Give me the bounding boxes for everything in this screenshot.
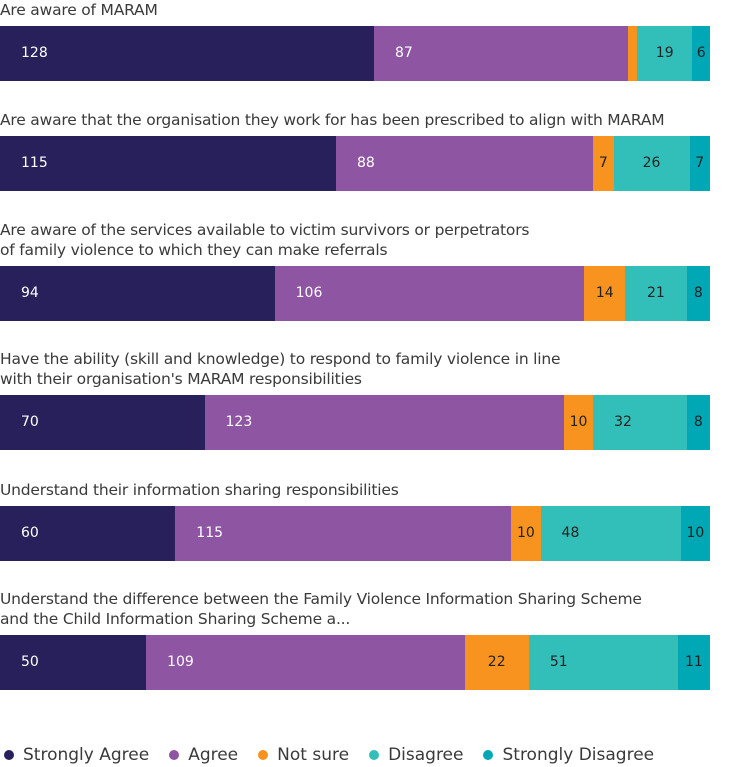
legend-label: Strongly Disagree xyxy=(502,745,655,765)
category-label: Are aware of MARAM xyxy=(0,1,158,19)
legend-dot-icon xyxy=(369,750,380,760)
chart-row: Are aware of the services available to v… xyxy=(0,220,747,321)
bar-segment-disagree: 21 xyxy=(625,266,687,321)
bar-segment-agree: 123 xyxy=(204,395,564,450)
bar-segment-strongly-agree: 115 xyxy=(0,136,336,191)
data-label: 109 xyxy=(167,654,194,670)
data-label: 51 xyxy=(549,654,568,670)
data-label: 8 xyxy=(693,414,703,430)
bar-segment-not-sure xyxy=(628,26,637,81)
chart-row: Have the ability (skill and knowledge) t… xyxy=(0,349,747,450)
legend: Strongly Agree Agree Not sure Disagree Stron… xyxy=(4,745,654,765)
data-label: 123 xyxy=(225,414,253,430)
data-label: 50 xyxy=(21,654,39,670)
legend-item[interactable]: Strongly Agree xyxy=(4,745,149,765)
data-label: 6 xyxy=(696,45,706,61)
legend-label: Agree xyxy=(188,745,239,765)
data-label: 10 xyxy=(686,525,705,541)
legend-item[interactable]: Disagree xyxy=(369,745,463,765)
legend-dot-icon xyxy=(483,750,494,760)
legend-dot-icon xyxy=(258,750,269,760)
legend-item[interactable]: Not sure xyxy=(258,745,349,765)
data-label: 10 xyxy=(517,525,535,541)
bar-segment-strongly-agree: 60 xyxy=(0,506,176,561)
bar-segment-strongly-agree: 94 xyxy=(0,266,275,321)
bar-segment-strongly-disagree: 11 xyxy=(677,635,710,690)
stacked-bar: 115 88 7 26 7 xyxy=(0,136,710,191)
legend-label: Not sure xyxy=(277,745,350,765)
bar-segment-strongly-agree: 50 xyxy=(0,635,147,690)
data-label: 7 xyxy=(695,155,705,171)
bar-segment-agree: 115 xyxy=(175,506,512,561)
bar-segment-not-sure: 10 xyxy=(563,395,594,450)
data-label: 11 xyxy=(685,654,703,670)
stacked-bar: 94 106 14 21 8 xyxy=(0,266,710,321)
bar-segment-disagree: 26 xyxy=(613,136,690,191)
bar-segment-strongly-disagree: 8 xyxy=(686,266,710,321)
bar-segment-strongly-disagree: 6 xyxy=(692,26,710,81)
data-label: 94 xyxy=(21,285,39,301)
bar-segment-agree: 106 xyxy=(274,266,585,321)
data-label: 128 xyxy=(21,45,48,61)
data-label: 115 xyxy=(21,155,48,171)
data-label: 32 xyxy=(614,414,632,430)
chart-row: Are aware that the organisation they wor… xyxy=(0,110,747,191)
data-label: 8 xyxy=(693,285,703,301)
category-label: Are aware of the services available to v… xyxy=(0,221,530,259)
data-label: 60 xyxy=(21,525,39,541)
data-label: 10 xyxy=(569,414,588,430)
bar-segment-agree: 88 xyxy=(336,136,594,191)
bar-segment-strongly-disagree: 10 xyxy=(680,506,710,561)
bar-segment-strongly-agree: 70 xyxy=(0,395,205,450)
legend-item[interactable]: Strongly Disagree xyxy=(483,745,654,765)
data-label: 115 xyxy=(196,525,224,541)
bar-segment-not-sure: 22 xyxy=(464,635,529,690)
bar-segment-agree: 87 xyxy=(373,26,629,81)
data-label: 88 xyxy=(357,155,375,171)
data-label: 70 xyxy=(21,414,39,430)
category-label: Have the ability (skill and knowledge) t… xyxy=(0,350,561,388)
stacked-bar: 128 87 19 6 xyxy=(0,26,710,81)
data-label: 22 xyxy=(487,654,506,670)
bar-segment-strongly-disagree: 8 xyxy=(686,395,710,450)
data-label: 87 xyxy=(394,45,413,61)
bar-segment-strongly-disagree: 7 xyxy=(689,136,710,191)
category-label: Understand the difference between the Fa… xyxy=(0,590,642,628)
data-label: 48 xyxy=(561,525,580,541)
bar-segment-not-sure: 10 xyxy=(511,506,541,561)
bar-segment-disagree: 19 xyxy=(636,26,693,81)
category-label: Understand their information sharing res… xyxy=(0,481,399,499)
bar-segment-disagree: 48 xyxy=(540,506,681,561)
legend-label: Strongly Agree xyxy=(23,745,150,765)
category-label: Are aware that the organisation they wor… xyxy=(0,111,665,129)
chart-row: Understand their information sharing res… xyxy=(0,480,747,561)
legend-item[interactable]: Agree xyxy=(169,745,238,765)
bar-segment-not-sure: 14 xyxy=(584,266,626,321)
data-label: 26 xyxy=(642,155,661,171)
legend-dot-icon xyxy=(4,750,14,760)
bar-segment-agree: 109 xyxy=(146,635,465,690)
legend-label: Disagree xyxy=(388,745,464,765)
data-label: 19 xyxy=(655,45,674,61)
chart-row: Understand the difference between the Fa… xyxy=(0,589,747,690)
legend-dot-icon xyxy=(169,750,180,760)
bar-segment-disagree: 51 xyxy=(528,635,678,690)
stacked-bar: 70 123 10 32 8 xyxy=(0,395,710,450)
data-label: 7 xyxy=(598,155,608,171)
stacked-bar: 60 115 10 48 10 xyxy=(0,506,710,561)
data-label: 14 xyxy=(595,285,614,301)
bar-segment-strongly-agree: 128 xyxy=(0,26,374,81)
bar-segment-not-sure: 7 xyxy=(593,136,614,191)
bar-segment-disagree: 32 xyxy=(593,395,687,450)
chart-row: Are aware of MARAM 128 87 19 6 xyxy=(0,0,747,81)
data-label: 21 xyxy=(647,285,665,301)
data-label: 106 xyxy=(295,285,323,301)
stacked-bar: 50 109 22 51 11 xyxy=(0,635,710,690)
